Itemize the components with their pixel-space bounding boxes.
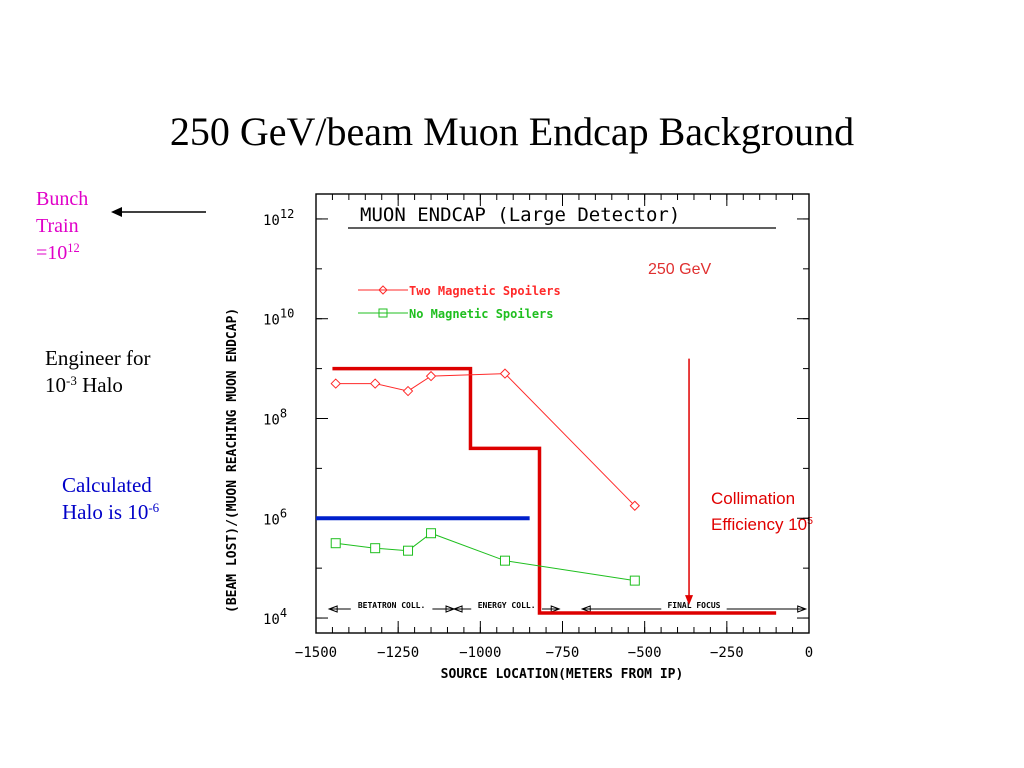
x-tick-label: −1000	[459, 645, 501, 661]
y-tick-label: 1010	[263, 307, 294, 329]
bunch-train-note: Bunch Train =1012	[36, 186, 88, 267]
region-label-bg	[350, 600, 433, 610]
collimation-line1: Collimation	[711, 489, 796, 508]
data-point-square	[629, 575, 640, 586]
engineer-exponent: -3	[66, 372, 77, 388]
plot-frame	[315, 193, 810, 634]
legend-no-spoilers-label: No Magnetic Spoilers	[409, 307, 554, 321]
collimation-note: Collimation Efficiency 105	[711, 486, 813, 538]
region-arrow-left	[580, 605, 591, 613]
data-layer	[316, 358, 777, 615]
halo-base: Halo is 10	[62, 500, 149, 524]
bunch-train-base: =10	[36, 242, 68, 264]
region-layer: BETATRON COLL. ENERGY COLL. FINAL FOCUS	[327, 600, 808, 613]
data-point-diamond	[499, 368, 511, 379]
energy-annotation: 250 GeV	[648, 261, 711, 278]
axis-layer: −1500 −1250 −1000 −750 −500 −250 0 104 106 108 101…	[263, 194, 813, 661]
calculated-halo-note: Calculated Halo is 10-6	[62, 472, 159, 526]
x-tick-label: −1250	[377, 645, 419, 661]
region-arrow-left	[452, 605, 463, 613]
y-tick-label: 108	[263, 406, 287, 428]
engineer-tail: Halo	[76, 373, 123, 397]
region-label: FINAL FOCUS	[667, 601, 720, 610]
chart-title: MUON ENDCAP (Large Detector)	[360, 204, 680, 226]
engineer-note: Engineer for 10-3 Halo	[45, 345, 151, 399]
bunch-train-arrowhead	[111, 207, 122, 217]
slide-title: 250 GeV/beam Muon Endcap Background	[169, 109, 855, 154]
collimation-arrowhead	[685, 595, 694, 606]
engineering-step-line	[332, 366, 777, 615]
data-point-square	[370, 543, 381, 554]
data-point-diamond	[629, 500, 641, 511]
collimation-base: Efficiency 10	[711, 515, 808, 534]
collimation-line2: Efficiency 105	[711, 512, 813, 538]
data-point-square	[499, 555, 510, 566]
y-tick-label: 106	[263, 506, 287, 528]
region-label-bg	[661, 600, 727, 610]
series-line-no-spoilers	[335, 532, 635, 582]
bunch-train-line3: =1012	[36, 240, 88, 267]
engineer-line1: Engineer for	[45, 346, 151, 370]
data-point-diamond	[402, 385, 414, 397]
halo-exponent: -6	[148, 499, 160, 515]
region-label: ENERGY COLL.	[478, 601, 536, 610]
bunch-train-exponent: 12	[67, 241, 80, 256]
data-point-diamond	[369, 378, 381, 389]
y-tick-label: 1012	[263, 207, 294, 229]
region-arrow-right	[797, 605, 808, 613]
region-arrow-right	[550, 605, 561, 613]
legend-diamond-icon	[378, 285, 388, 295]
bunch-train-line2: Train	[36, 215, 79, 237]
collimation-exponent: 5	[807, 515, 813, 528]
x-axis-label: SOURCE LOCATION(METERS FROM IP)	[441, 667, 684, 682]
engineer-line2: 10-3 Halo	[45, 372, 151, 399]
data-point-square	[330, 538, 341, 549]
data-point-square	[426, 528, 437, 539]
halo-line1: Calculated	[62, 473, 152, 497]
legend-square-icon	[378, 308, 388, 318]
data-point-diamond	[425, 370, 437, 382]
y-tick-label: 104	[263, 606, 287, 628]
halo-line2: Halo is 10-6	[62, 499, 159, 526]
data-point-square	[403, 545, 414, 556]
engineer-base: 10	[45, 373, 66, 397]
series-line-spoilers	[335, 373, 636, 507]
region-label: BETATRON COLL.	[358, 601, 425, 610]
y-axis-label: (BEAM LOST)/(MUON REACHING MUON ENDCAP)	[225, 308, 240, 613]
x-tick-label: −750	[546, 645, 580, 661]
bunch-train-line1: Bunch	[36, 188, 89, 210]
legend-spoilers-label: Two Magnetic Spoilers	[409, 284, 561, 298]
x-tick-label: 0	[805, 645, 813, 661]
region-arrow-right	[445, 605, 456, 613]
x-tick-label: −250	[710, 645, 744, 661]
x-tick-label: −1500	[295, 645, 337, 661]
region-label-bg	[471, 600, 543, 610]
x-tick-label: −500	[628, 645, 662, 661]
data-point-diamond	[330, 378, 341, 389]
region-arrow-left	[327, 605, 338, 613]
